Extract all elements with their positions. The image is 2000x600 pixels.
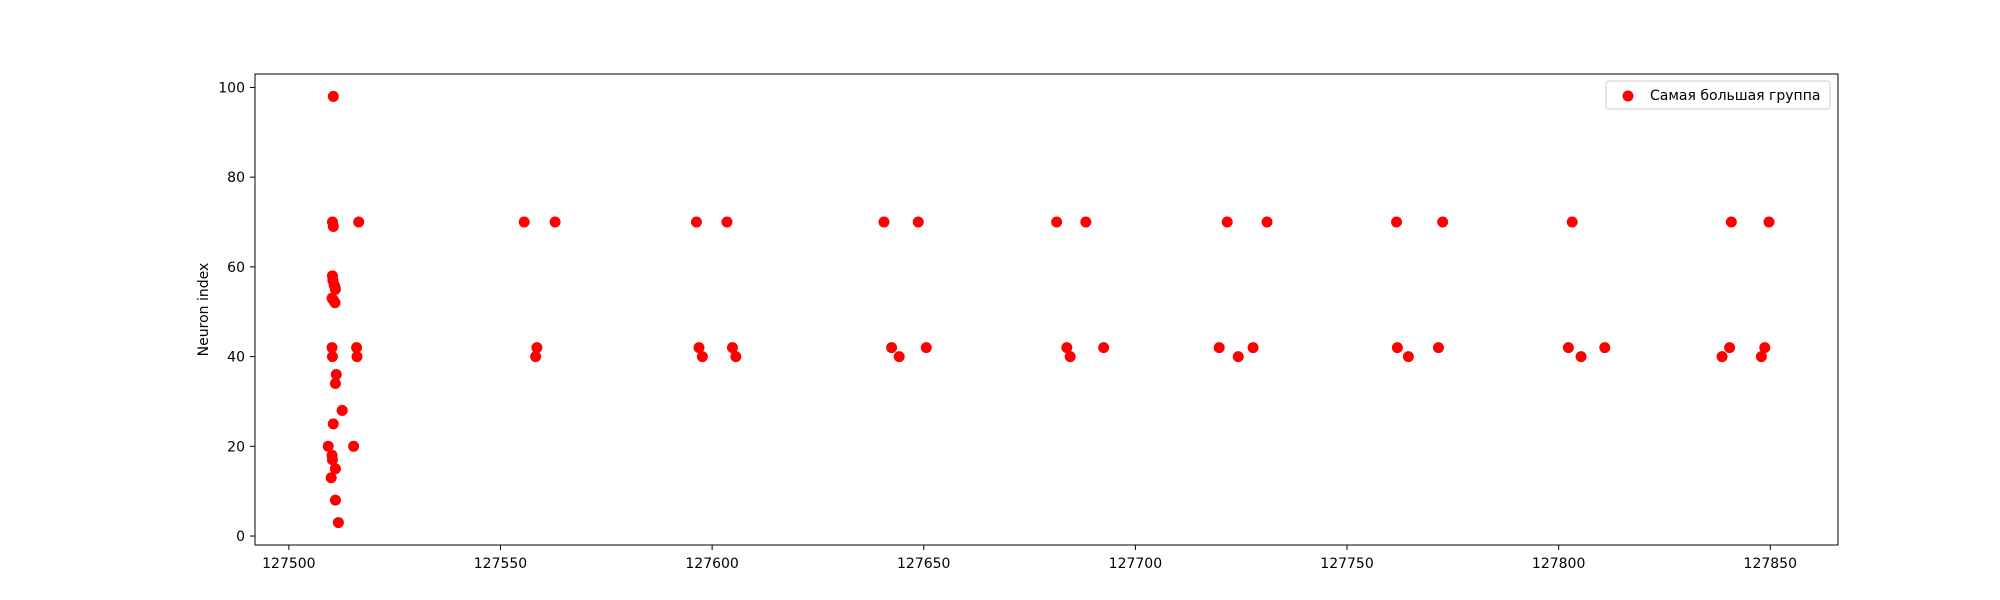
- data-point: [1566, 216, 1578, 228]
- data-point: [322, 440, 334, 452]
- x-tick-label: 127600: [685, 556, 738, 572]
- legend-label: Самая большая группа: [1650, 88, 1820, 104]
- x-tick-label: 127850: [1744, 556, 1797, 572]
- data-point: [1759, 342, 1771, 354]
- data-point: [878, 216, 890, 228]
- data-point: [1221, 216, 1233, 228]
- x-tick-label: 127800: [1532, 556, 1585, 572]
- data-point: [329, 463, 341, 475]
- data-point: [549, 216, 561, 228]
- data-point: [530, 351, 542, 363]
- x-axis: 127500 127550 127600 127650 127700 127750 1278…: [262, 545, 1797, 572]
- data-point: [325, 472, 337, 484]
- data-point: [1051, 216, 1063, 228]
- data-point: [1098, 342, 1110, 354]
- data-point: [336, 404, 348, 416]
- data-point: [1232, 351, 1244, 363]
- data-point: [1575, 351, 1587, 363]
- data-point: [351, 342, 363, 354]
- x-tick-label: 127550: [474, 556, 527, 572]
- data-point: [1247, 342, 1259, 354]
- x-tick-label: 127700: [1109, 556, 1162, 572]
- y-tick-label: 80: [227, 170, 245, 186]
- data-point: [348, 440, 360, 452]
- data-point: [1391, 342, 1403, 354]
- data-point: [1437, 216, 1449, 228]
- x-tick-label: 127750: [1320, 556, 1373, 572]
- data-point: [330, 369, 342, 381]
- data-point: [726, 342, 738, 354]
- data-point: [696, 351, 708, 363]
- y-tick-label: 40: [227, 350, 245, 366]
- data-point: [327, 90, 339, 102]
- data-point: [730, 351, 742, 363]
- legend-marker: [1622, 90, 1634, 102]
- data-point: [893, 351, 905, 363]
- data-point: [1402, 351, 1414, 363]
- data-point: [327, 221, 339, 233]
- data-point: [1755, 351, 1767, 363]
- data-point: [1716, 351, 1728, 363]
- data-point: [912, 216, 924, 228]
- y-axis-label: Neuron index: [196, 263, 212, 357]
- data-point: [531, 342, 543, 354]
- data-point: [721, 216, 733, 228]
- data-point: [1061, 342, 1073, 354]
- data-point: [690, 216, 702, 228]
- data-point: [327, 418, 339, 430]
- data-point: [329, 297, 341, 309]
- data-point: [1064, 351, 1076, 363]
- x-tick-label: 127500: [262, 556, 315, 572]
- legend-box: [1605, 80, 1831, 110]
- data-point: [1432, 342, 1444, 354]
- data-point: [886, 342, 898, 354]
- data-point: [518, 216, 530, 228]
- data-point: [326, 351, 338, 363]
- data-point: [1599, 342, 1611, 354]
- data-point: [332, 517, 344, 529]
- data-point: [329, 283, 341, 295]
- data-point: [1080, 216, 1092, 228]
- data-point: [920, 342, 932, 354]
- data-point: [329, 378, 341, 390]
- legend: Самая большая группа: [1605, 80, 1831, 110]
- data-point: [1261, 216, 1273, 228]
- data-point: [1763, 216, 1775, 228]
- data-points: [322, 90, 1775, 529]
- plot-area-frame: [254, 73, 1839, 546]
- data-point: [1725, 216, 1737, 228]
- data-point: [326, 342, 338, 354]
- y-axis: 0 20 40 60 80 100: [218, 80, 255, 545]
- data-point: [351, 351, 363, 363]
- x-tick-label: 127650: [897, 556, 950, 572]
- y-tick-label: 20: [227, 439, 245, 455]
- data-point: [1724, 342, 1736, 354]
- y-tick-label: 100: [218, 80, 245, 96]
- data-point: [1391, 216, 1403, 228]
- data-point: [693, 342, 705, 354]
- data-point: [1213, 342, 1225, 354]
- data-point: [326, 454, 338, 466]
- data-point: [353, 216, 365, 228]
- data-point: [1562, 342, 1574, 354]
- data-point: [329, 494, 341, 506]
- y-tick-label: 0: [236, 529, 245, 545]
- y-tick-label: 60: [227, 260, 245, 276]
